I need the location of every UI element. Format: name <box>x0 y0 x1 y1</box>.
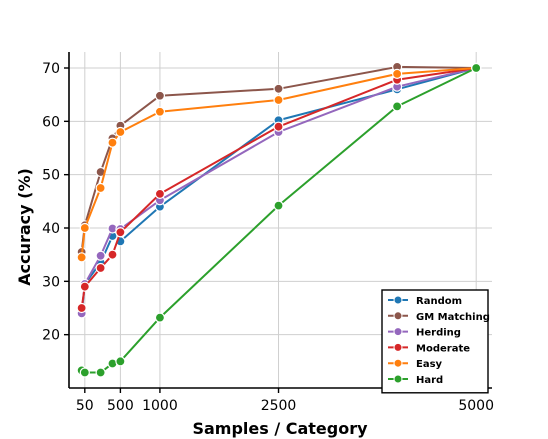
legend-label: Herding <box>416 328 461 339</box>
data-point <box>154 90 166 101</box>
data-point <box>79 367 90 378</box>
data-point <box>273 83 284 94</box>
data-point <box>273 200 284 211</box>
x-tick-label: 5000 <box>458 398 494 414</box>
data-point <box>107 249 118 260</box>
data-point <box>154 312 166 323</box>
legend-swatch-marker <box>393 311 403 321</box>
legend-label: Hard <box>416 375 443 386</box>
data-point <box>95 262 106 274</box>
tick-labels: 50 500 1000 2500 5000 20 30 40 50 60 70 <box>42 61 494 414</box>
data-point <box>154 188 166 199</box>
data-point <box>471 62 482 74</box>
legend-swatch-marker <box>393 374 403 384</box>
data-point <box>107 137 118 148</box>
x-tick-label: 500 <box>107 398 134 414</box>
x-tick-label: 1000 <box>142 398 178 414</box>
x-tick-label: 50 <box>76 398 94 414</box>
x-tick-label: 2500 <box>261 398 297 414</box>
legend-swatch-marker <box>393 327 403 337</box>
y-axis-title: Accuracy (%) <box>15 168 34 286</box>
y-tick-label: 20 <box>42 328 60 344</box>
data-point <box>273 121 284 132</box>
legend-label: GM Matching <box>416 312 490 323</box>
y-tick-label: 60 <box>42 114 60 130</box>
data-point <box>95 367 106 378</box>
legend: Random GM Matching Herding Moderate Easy Hard <box>381 289 490 394</box>
data-point <box>392 68 403 79</box>
data-point <box>115 126 126 138</box>
x-axis-title: Samples / Category <box>192 419 368 438</box>
data-point <box>115 227 126 238</box>
legend-swatch-marker <box>393 342 403 352</box>
series-hard <box>76 62 482 378</box>
y-tick-label: 50 <box>42 168 60 184</box>
data-point <box>76 252 87 263</box>
data-point <box>115 356 126 367</box>
data-series <box>76 61 482 378</box>
data-point <box>273 94 284 106</box>
data-point <box>95 250 106 261</box>
y-tick-label: 70 <box>42 61 60 77</box>
data-point <box>76 302 87 314</box>
legend-swatch-marker <box>393 358 403 368</box>
data-point <box>154 106 166 117</box>
legend-swatch-marker <box>393 295 403 305</box>
legend-label: Moderate <box>416 343 470 354</box>
data-point <box>79 281 90 292</box>
data-point <box>79 222 90 234</box>
legend-label: Easy <box>416 359 443 370</box>
y-tick-label: 40 <box>42 221 60 237</box>
data-point <box>392 101 403 112</box>
data-point <box>95 182 106 194</box>
y-tick-label: 30 <box>42 274 60 290</box>
legend-label: Random <box>416 296 462 307</box>
